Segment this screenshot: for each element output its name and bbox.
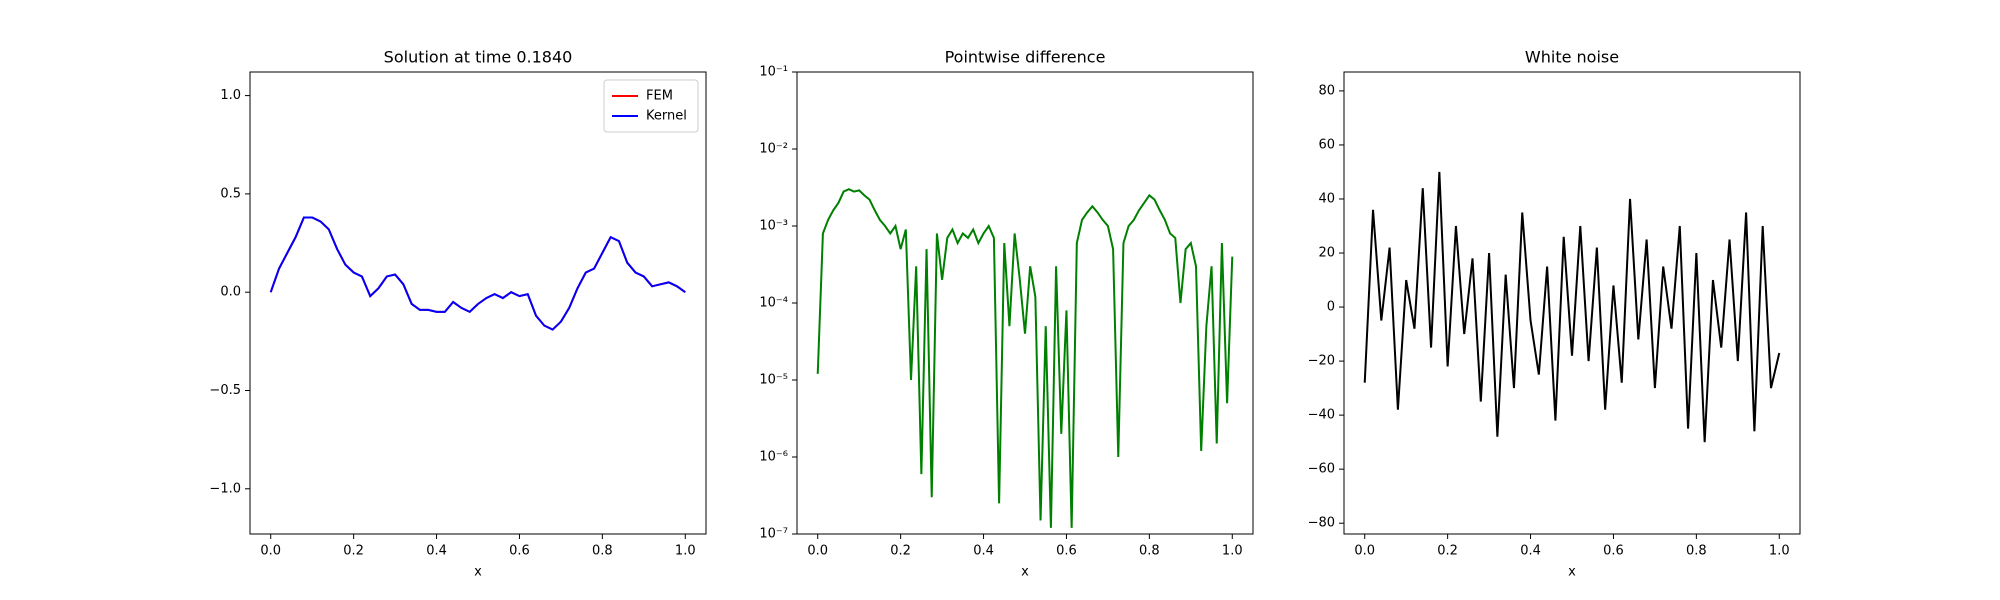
y-tick-label: −80	[1308, 516, 1335, 531]
x-tick-label: 1.0	[1769, 544, 1790, 559]
x-tick-label: 0.4	[973, 544, 994, 559]
x-axis-label: x	[1568, 565, 1576, 580]
x-tick-label: 0.4	[426, 544, 447, 559]
x-tick-label: 0.0	[807, 544, 828, 559]
y-tick-label: −60	[1308, 462, 1335, 477]
y-tick-label: 60	[1318, 137, 1335, 152]
x-tick-label: 0.6	[1056, 544, 1077, 559]
y-tick-label: 1.0	[220, 88, 241, 103]
x-axis-label: x	[1021, 565, 1029, 580]
y-tick-label: 10⁻⁴	[759, 296, 788, 311]
series-line	[1363, 171, 1781, 443]
y-tick-label: 0.5	[220, 186, 241, 201]
series-line	[816, 188, 1234, 528]
x-tick-label: 0.6	[509, 544, 530, 559]
x-tick-label: 1.0	[675, 544, 696, 559]
y-tick-label: 20	[1318, 246, 1335, 261]
y-tick-label: 10⁻⁵	[759, 373, 788, 388]
y-tick-label: −1.0	[209, 481, 241, 496]
chart-title: Pointwise difference	[945, 48, 1106, 67]
axes-frame	[249, 71, 707, 535]
series-line	[269, 216, 686, 331]
y-tick-label: 10⁻⁶	[759, 450, 788, 465]
axes-frame	[1343, 71, 1801, 535]
y-tick-label: −40	[1308, 408, 1335, 423]
x-tick-label: 0.8	[592, 544, 613, 559]
x-axis-label: x	[474, 565, 482, 580]
y-tick-label: 10⁻¹	[759, 65, 788, 80]
x-tick-label: 0.4	[1520, 544, 1541, 559]
y-tick-label: 10⁻³	[759, 219, 788, 234]
x-tick-label: 0.8	[1139, 544, 1160, 559]
y-tick-label: −20	[1308, 354, 1335, 369]
x-tick-label: 1.0	[1222, 544, 1243, 559]
chart-title: Solution at time 0.1840	[384, 48, 573, 67]
legend-box	[603, 79, 699, 133]
x-tick-label: 0.8	[1686, 544, 1707, 559]
legend-label: Kernel	[646, 109, 687, 124]
y-tick-label: −0.5	[209, 383, 241, 398]
x-tick-label: 0.0	[1354, 544, 1375, 559]
x-tick-label: 0.6	[1603, 544, 1624, 559]
y-tick-label: 80	[1318, 83, 1335, 98]
series-line	[269, 216, 686, 331]
y-tick-label: 0	[1327, 300, 1335, 315]
x-tick-label: 0.2	[890, 544, 911, 559]
legend-label: FEM	[646, 89, 673, 104]
x-tick-label: 0.2	[343, 544, 364, 559]
y-tick-label: 0.0	[220, 285, 241, 300]
chart-title: White noise	[1525, 48, 1619, 67]
x-tick-label: 0.2	[1437, 544, 1458, 559]
y-tick-label: 10⁻²	[759, 142, 788, 157]
axes-frame	[796, 71, 1254, 535]
x-tick-label: 0.0	[260, 544, 281, 559]
y-tick-label: 10⁻⁷	[759, 527, 788, 542]
y-tick-label: 40	[1318, 191, 1335, 206]
